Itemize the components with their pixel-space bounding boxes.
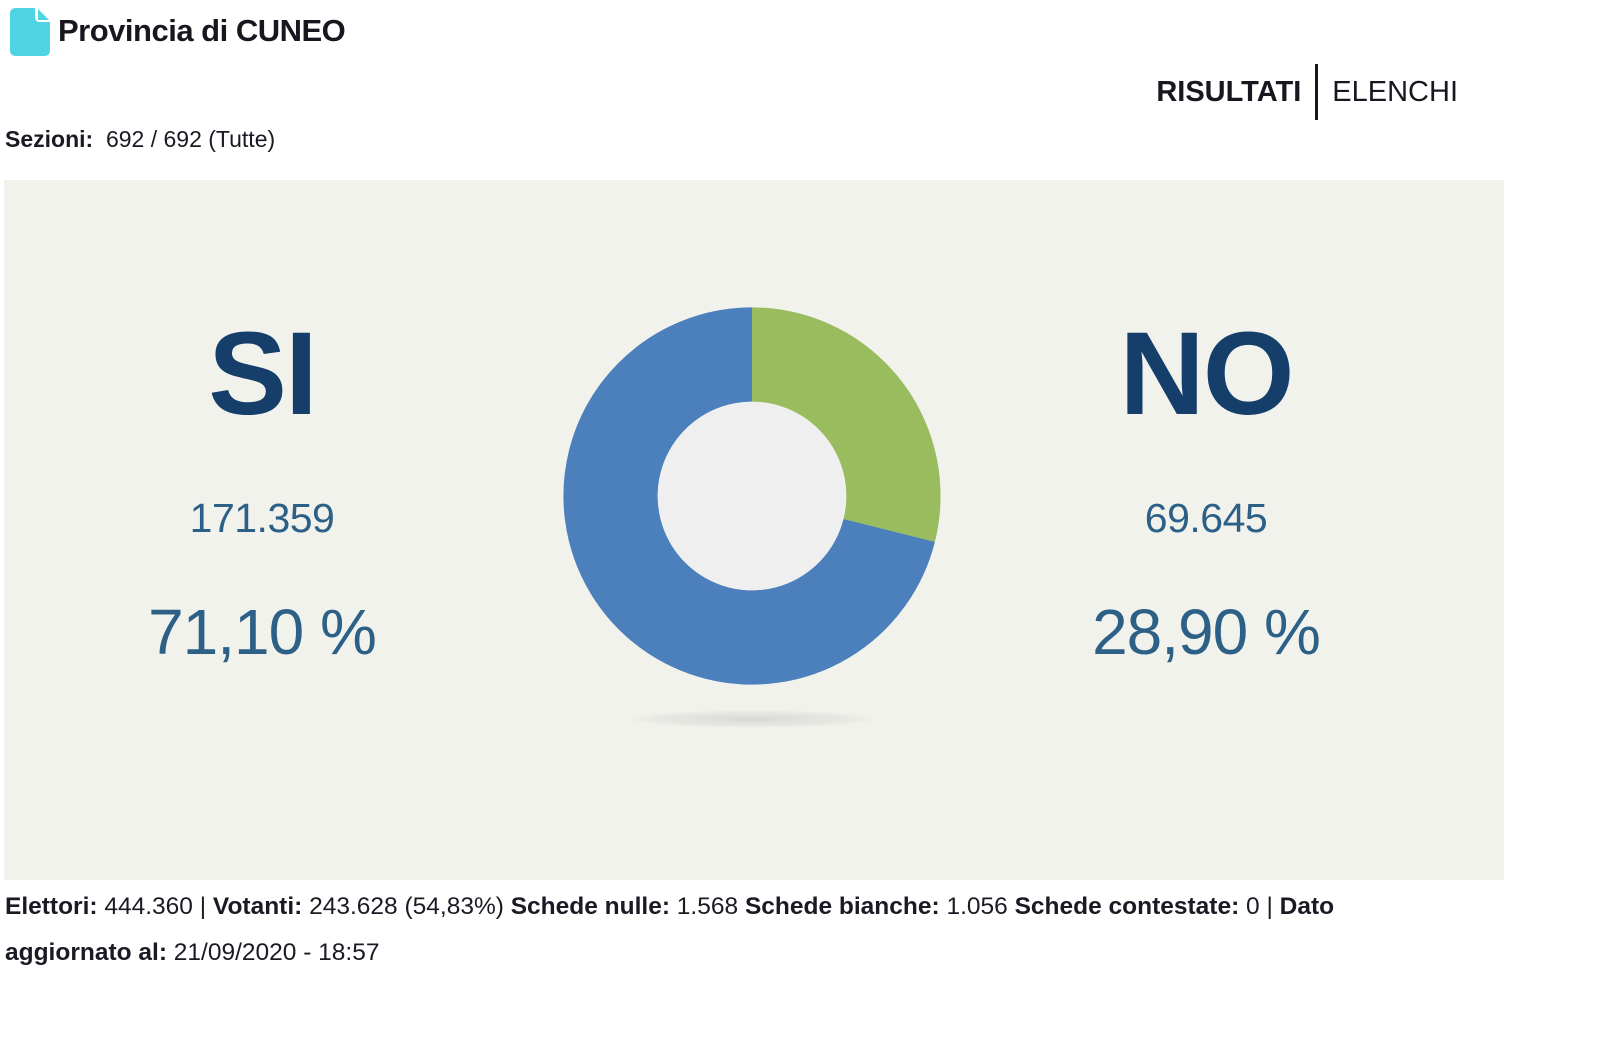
sections-count: 692 / 692 (Tutte) xyxy=(105,126,276,152)
footer-label: Schede nulle: xyxy=(510,893,670,920)
no-percent: 28,90 % xyxy=(1092,596,1321,668)
document-icon xyxy=(10,8,50,56)
footer-label: Schede bianche: xyxy=(744,893,940,920)
si-votes: 171.359 xyxy=(189,495,335,541)
donut-shadow xyxy=(627,710,877,728)
tab-elenchi[interactable]: ELENCHI xyxy=(1332,75,1458,108)
result-no: NO 69.645 28,90 % xyxy=(956,180,1456,669)
sections-counter: Sezioni: 692 / 692 (Tutte) xyxy=(5,126,275,153)
footer-label: Schede contestate: xyxy=(1014,893,1240,920)
view-tabs: RISULTATI ELENCHI xyxy=(1156,64,1458,120)
sections-label: Sezioni: xyxy=(5,126,94,152)
donut-chart xyxy=(554,298,950,694)
page-title: Provincia di CUNEO xyxy=(58,13,346,48)
donut-segment-no xyxy=(563,307,941,685)
donut-hole xyxy=(657,401,847,591)
footer-label: Votanti: xyxy=(212,893,303,920)
footer-label: Dato aggiornato al: xyxy=(5,893,1335,966)
results-panel: SI 171.359 71,10 % NO 69.645 28,90 % xyxy=(4,180,1504,880)
no-label: NO xyxy=(1119,308,1295,440)
no-votes: 69.645 xyxy=(1144,495,1268,541)
footer-label: Elettori: xyxy=(5,893,98,920)
footer-summary: Elettori: 444.360 | Votanti: 243.628 (54… xyxy=(5,893,1335,966)
result-si: SI 171.359 71,10 % xyxy=(12,180,512,669)
tab-risultati[interactable]: RISULTATI xyxy=(1156,75,1302,108)
donut-chart-svg xyxy=(563,307,941,685)
tab-divider xyxy=(1315,64,1319,120)
si-percent: 71,10 % xyxy=(148,596,377,668)
si-label: SI xyxy=(208,308,318,440)
